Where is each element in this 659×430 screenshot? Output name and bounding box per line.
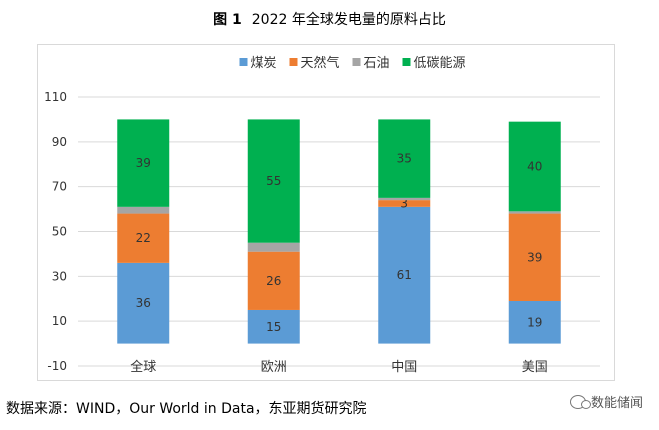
legend-label: 天然气	[301, 55, 340, 71]
legend-swatch	[402, 58, 411, 66]
bar-segment	[378, 197, 431, 201]
bar-segment	[378, 119, 431, 198]
x-category-label: 全球	[130, 359, 156, 375]
x-category-label: 中国	[391, 360, 417, 375]
bar-segment	[117, 206, 170, 214]
y-tick-label: 70	[52, 180, 67, 194]
y-tick-label: 110	[44, 90, 67, 104]
legend-label: 石油	[364, 56, 390, 71]
data-label: 36	[136, 296, 151, 310]
data-label: 39	[136, 156, 151, 170]
bar-segment	[247, 242, 300, 252]
legend-swatch	[239, 58, 248, 66]
data-source: 数据来源：WIND，Our World in Data，东亚期货研究院	[6, 401, 367, 417]
legend-label: 低碳能源	[414, 56, 466, 71]
x-category-label: 欧洲	[261, 360, 287, 375]
y-tick-label: 30	[52, 269, 67, 283]
wechat-icon	[569, 394, 591, 409]
y-tick-label: -10	[47, 359, 67, 373]
chart-frame	[37, 44, 615, 381]
bar-segment	[508, 211, 561, 214]
bar-segment	[508, 300, 561, 344]
bar-segment	[508, 121, 561, 212]
data-label: 55	[266, 174, 281, 188]
data-label: 22	[136, 231, 151, 245]
bar-segment	[117, 119, 170, 207]
bar-segment	[117, 262, 170, 344]
data-label: 3	[400, 196, 408, 210]
y-tick-label: 50	[52, 225, 67, 239]
data-label: 39	[527, 250, 542, 264]
stacked-bar-chart: -10 10 30 50 70 90 110 煤炭 天然气 石油 低碳能源 36 22 39 全球 15 26 5…	[44, 55, 600, 375]
bar-segment	[378, 206, 431, 344]
bar-segment	[117, 213, 170, 263]
chart-title: 图 1 2022 年全球发电量的原料占比	[0, 9, 659, 29]
watermark: 数能储闻	[569, 392, 643, 411]
watermark-text: 数能储闻	[590, 396, 643, 411]
legend-label: 煤炭	[251, 56, 277, 71]
bar-segment	[247, 309, 300, 344]
data-label: 35	[397, 152, 412, 166]
y-tick-label: 90	[52, 135, 67, 149]
x-category-label: 美国	[522, 360, 548, 375]
bar-segment	[247, 119, 300, 243]
data-label: 61	[397, 268, 412, 282]
data-label: 26	[266, 274, 281, 288]
legend-swatch	[289, 58, 298, 66]
bar-segment	[378, 200, 431, 207]
data-label: 19	[527, 315, 542, 329]
figure-number: 图 1	[213, 12, 242, 28]
y-tick-label: 10	[52, 314, 67, 328]
bar-segment	[247, 251, 300, 310]
data-label: 40	[527, 159, 542, 173]
data-label: 15	[266, 320, 281, 334]
bar-segment	[508, 213, 561, 301]
chart-title-text: 2022 年全球发电量的原料占比	[251, 12, 446, 28]
legend-swatch	[352, 58, 361, 66]
